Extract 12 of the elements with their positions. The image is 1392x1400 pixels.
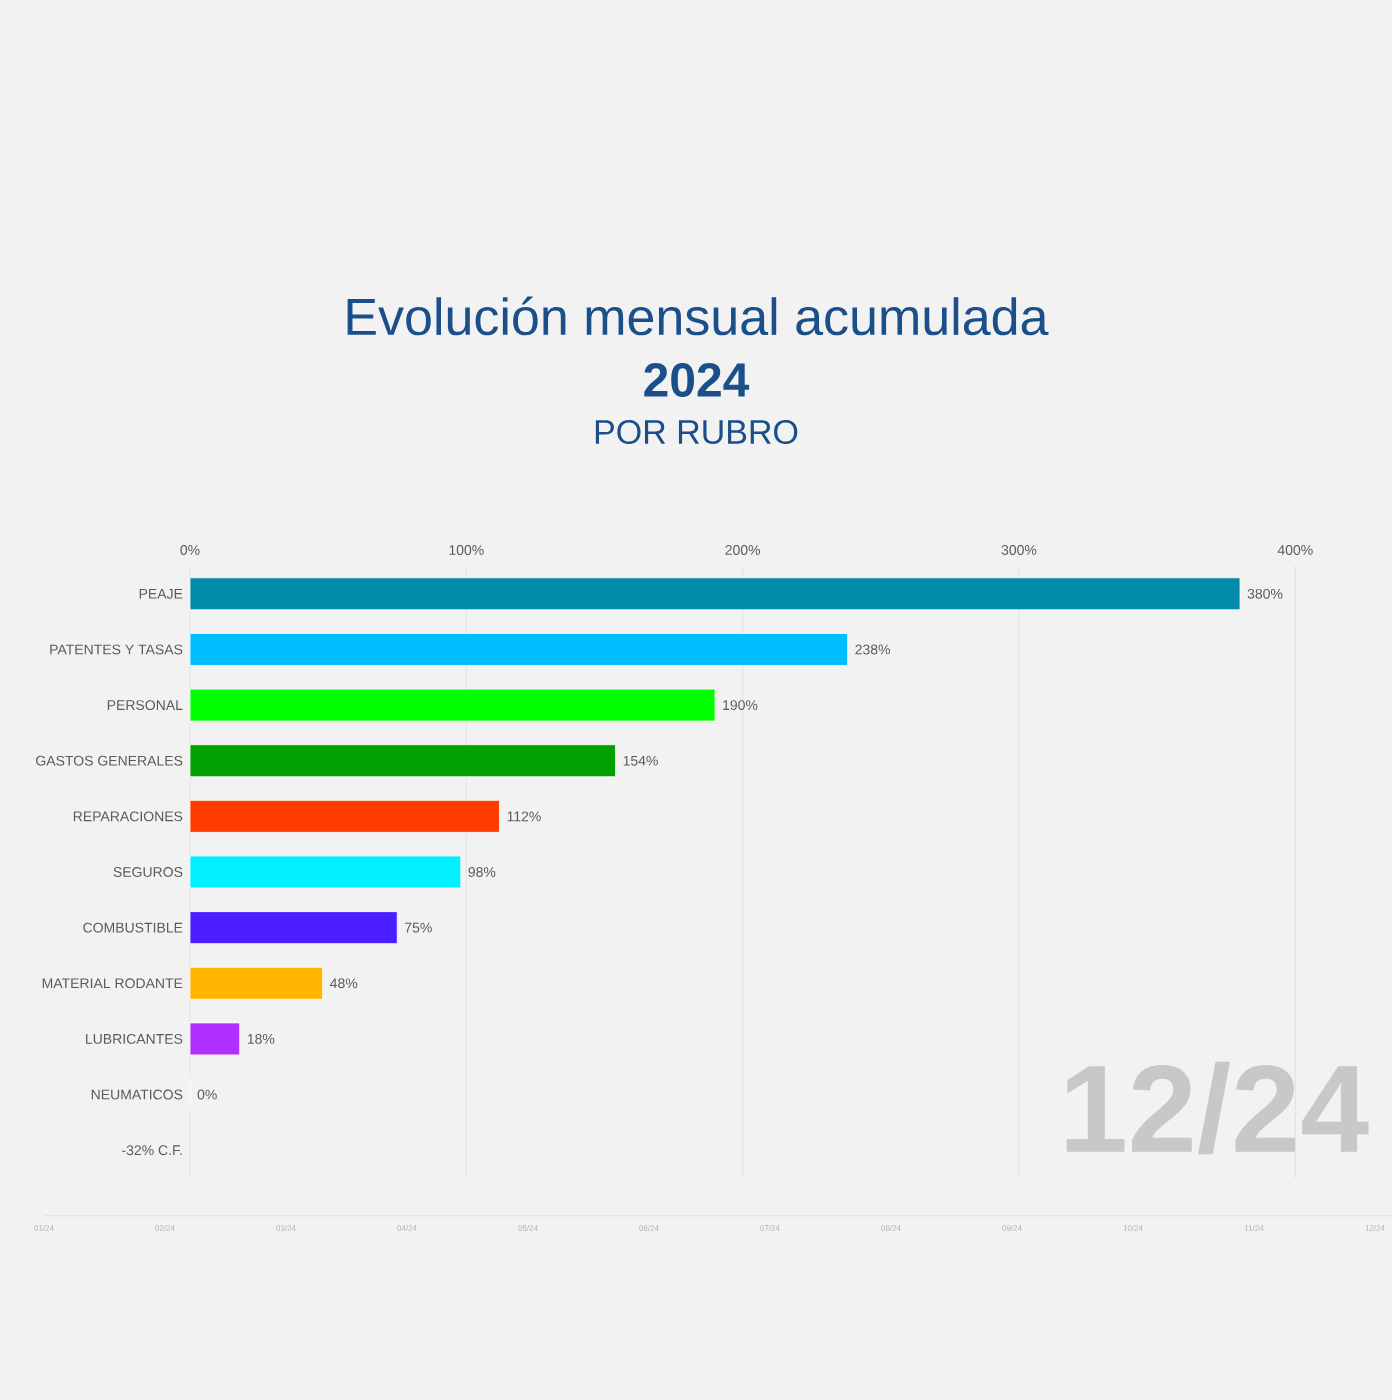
bar bbox=[189, 633, 849, 666]
chart-title: Evolución mensual acumulada bbox=[347, 296, 1049, 336]
bar bbox=[189, 799, 500, 833]
bar bbox=[189, 744, 616, 778]
bar bbox=[189, 688, 716, 722]
text: POR RUBRO bbox=[595, 419, 798, 445]
bar bbox=[189, 855, 462, 889]
bar bbox=[189, 966, 324, 1000]
bar bbox=[189, 1022, 241, 1056]
bar bbox=[189, 911, 398, 945]
bar bbox=[189, 577, 1241, 611]
chart-subtitle: 2024 bbox=[644, 363, 750, 397]
